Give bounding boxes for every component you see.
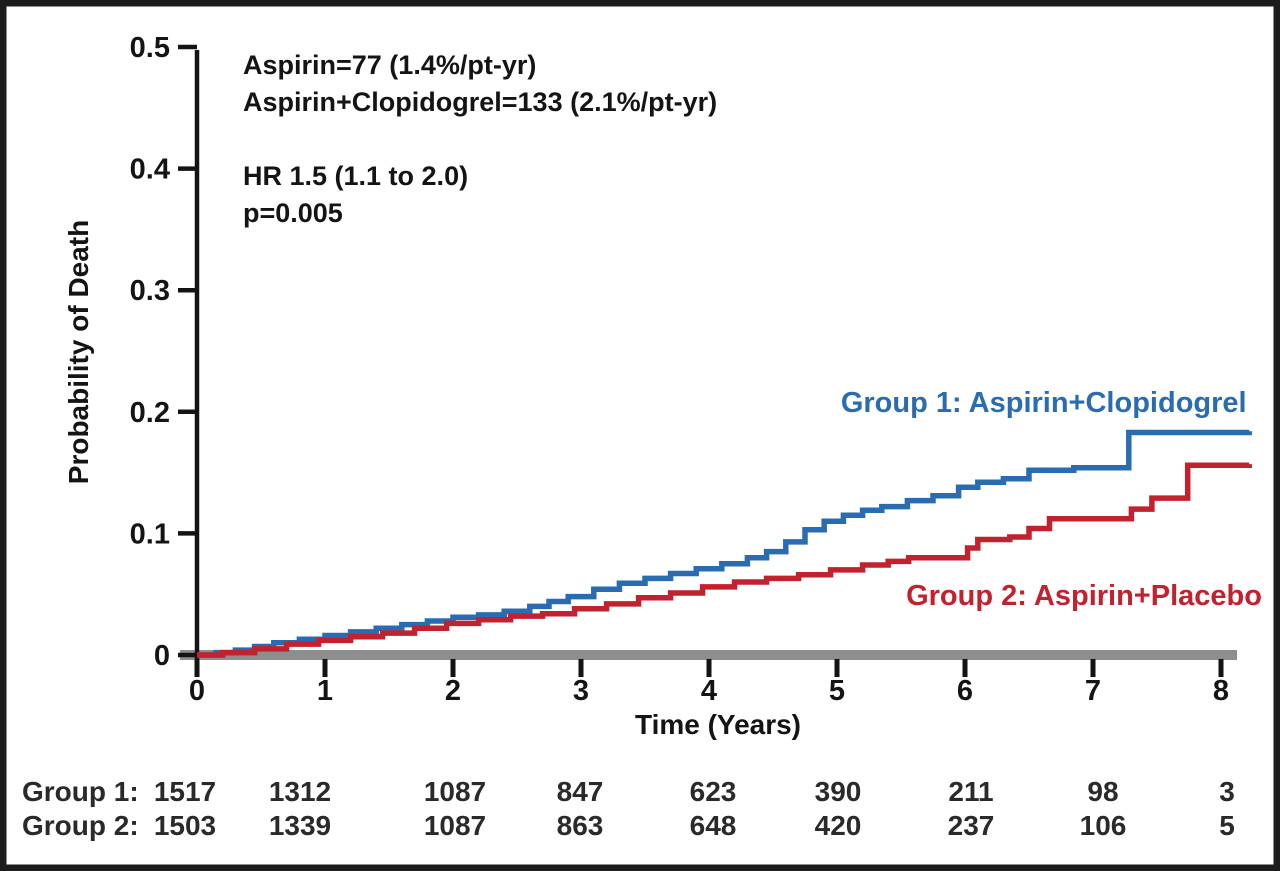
risk-count: 648: [690, 810, 737, 841]
risk-count: 1339: [269, 810, 331, 841]
x-axis-tick-label: 5: [829, 675, 845, 707]
survival-curve-2: [197, 462, 1252, 658]
y-axis-tick-label: 0.2: [130, 397, 170, 429]
y-axis-tick-label: 0.5: [130, 32, 170, 64]
x-axis-tick-label: 8: [1213, 675, 1229, 707]
risk-count: 390: [815, 776, 862, 807]
risk-count: 98: [1087, 776, 1118, 807]
risk-count: 1087: [424, 776, 486, 807]
y-axis-tick-label: 0.1: [130, 518, 170, 550]
x-axis-title: Time (Years): [635, 709, 801, 740]
y-axis-title: Probability of Death: [63, 220, 94, 484]
y-axis-tick-label: 0.3: [130, 275, 170, 307]
y-axis-tick-label: 0.4: [130, 154, 170, 186]
y-axis-tick-label: 0: [154, 640, 170, 672]
risk-count: 237: [948, 810, 995, 841]
risk-row-label: Group 1:: [22, 776, 139, 807]
risk-count: 623: [690, 776, 737, 807]
annotation-line: HR 1.5 (1.1 to 2.0): [243, 161, 468, 191]
x-axis-tick-label: 0: [189, 675, 205, 707]
curve-label-1: Group 1: Aspirin+Clopidogrel: [841, 387, 1247, 419]
annotation-line: p=0.005: [243, 198, 343, 228]
risk-count: 1087: [424, 810, 486, 841]
annotation-line: Aspirin+Clopidogrel=133 (2.1%/pt-yr): [243, 87, 717, 117]
risk-count: 1312: [269, 776, 331, 807]
x-axis-tick-label: 2: [445, 675, 461, 707]
x-axis-tick-label: 4: [701, 675, 717, 707]
x-axis-tick-label: 1: [317, 675, 333, 707]
risk-count: 1517: [154, 776, 216, 807]
risk-count: 863: [557, 810, 604, 841]
risk-count: 420: [815, 810, 862, 841]
risk-row-label: Group 2:: [22, 810, 139, 841]
curve-label-2: Group 2: Aspirin+Placebo: [906, 580, 1262, 612]
x-axis-tick-label: 6: [957, 675, 973, 707]
risk-count: 847: [557, 776, 604, 807]
x-axis-tick-label: 3: [573, 675, 589, 707]
risk-count: 5: [1219, 810, 1235, 841]
risk-count: 1503: [154, 810, 216, 841]
annotation-line: Aspirin=77 (1.4%/pt-yr): [243, 50, 536, 80]
x-axis-tick-label: 7: [1085, 675, 1101, 707]
risk-count: 3: [1219, 776, 1235, 807]
risk-count: 106: [1080, 810, 1127, 841]
risk-count: 211: [948, 776, 993, 807]
